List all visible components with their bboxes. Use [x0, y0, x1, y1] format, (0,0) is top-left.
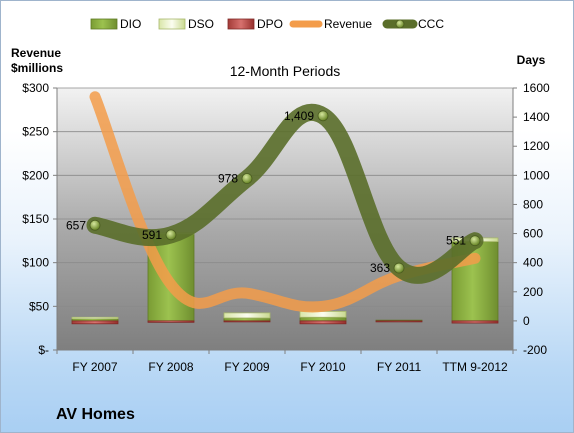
- bar-dpo: [375, 320, 423, 323]
- right-tick-label: 600: [523, 227, 543, 241]
- point-ccc: [89, 219, 101, 231]
- data-label-ccc: 657: [66, 218, 86, 232]
- data-label-ccc: 363: [370, 261, 390, 275]
- left-tick-label: $50: [29, 299, 49, 313]
- legend-label-dpo: DPO: [257, 17, 283, 31]
- left-tick-label: $100: [22, 256, 49, 270]
- legend-swatch-dio: [90, 18, 118, 30]
- x-tick-label: TTM 9-2012: [442, 360, 508, 374]
- bar-dio: [223, 317, 271, 322]
- right-tick-label: 0: [523, 314, 530, 328]
- right-tick-label: 200: [523, 285, 543, 299]
- data-label-ccc: 591: [142, 228, 162, 242]
- bar-dso: [299, 311, 347, 318]
- x-tick-label: FY 2011: [377, 360, 422, 374]
- left-tick-label: $-: [38, 343, 49, 357]
- data-label-ccc: 978: [218, 172, 238, 186]
- right-tick-label: -200: [523, 343, 547, 357]
- x-tick-label: FY 2008: [148, 360, 193, 374]
- legend-label-dso: DSO: [188, 17, 214, 31]
- bar-dpo: [147, 320, 195, 323]
- bar-dio: [299, 316, 347, 322]
- bar-dpo: [299, 320, 347, 325]
- chart-title: 12-Month Periods: [230, 63, 341, 79]
- point-ccc: [393, 262, 405, 274]
- right-tick-label: 1600: [523, 81, 550, 95]
- point-ccc: [317, 110, 329, 122]
- right-axis-title: Days: [517, 53, 546, 67]
- right-tick-label: 800: [523, 197, 543, 211]
- right-tick-label: 1000: [523, 168, 550, 182]
- bar-dpo: [451, 320, 499, 324]
- bar-dso: [71, 316, 119, 320]
- footer-title: AV Homes: [56, 406, 135, 423]
- right-tick-label: 1400: [523, 110, 550, 124]
- data-label-ccc: 1,409: [284, 109, 314, 123]
- left-tick-label: $300: [22, 81, 49, 95]
- left-tick-label: $200: [22, 168, 49, 182]
- legend-label-revenue: Revenue: [324, 17, 372, 31]
- point-ccc: [469, 235, 481, 247]
- left-axis-title-line2: $millions: [11, 61, 63, 75]
- point-ccc: [241, 173, 253, 184]
- bar-dso: [223, 312, 271, 319]
- legend-swatch-dpo: [227, 18, 255, 30]
- left-tick-label: $250: [22, 125, 49, 139]
- x-tick-label: FY 2010: [300, 360, 345, 374]
- bar-dpo: [71, 320, 119, 325]
- legend-label-ccc: CCC: [418, 17, 444, 31]
- left-tick-label: $150: [22, 212, 49, 226]
- legend-marker-ccc: [395, 19, 405, 29]
- x-tick-label: FY 2007: [72, 360, 117, 374]
- bar-dpo: [223, 320, 271, 323]
- left-axis-title-line1: Revenue: [11, 46, 61, 60]
- x-tick-label: FY 2009: [224, 360, 269, 374]
- data-label-ccc: 551: [446, 234, 466, 248]
- legend-swatch-dso: [158, 18, 186, 30]
- point-ccc: [165, 229, 177, 241]
- right-tick-label: 400: [523, 256, 543, 270]
- legend-label-dio: DIO: [120, 17, 141, 31]
- right-tick-label: 1200: [523, 139, 550, 153]
